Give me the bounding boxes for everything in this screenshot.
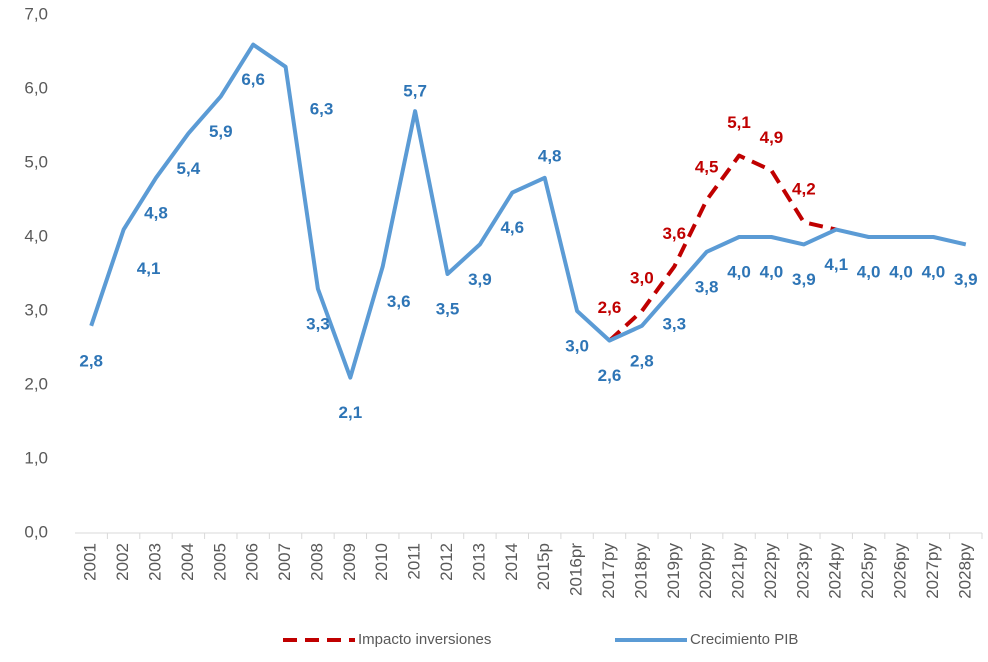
data-label: 3,0 xyxy=(565,336,589,355)
series-line xyxy=(608,153,837,343)
x-tick-label: 2026py xyxy=(891,543,910,599)
x-tick-label: 2002 xyxy=(113,543,132,581)
x-tick-label: 2007 xyxy=(275,543,294,581)
data-label: 4,1 xyxy=(137,259,161,278)
y-tick-label: 0,0 xyxy=(24,522,48,541)
y-tick-label: 6,0 xyxy=(24,78,48,97)
x-tick-label: 2024py xyxy=(826,543,845,599)
y-tick-label: 7,0 xyxy=(24,4,48,23)
x-tick-label: 2018py xyxy=(631,543,650,599)
x-tick-label: 2013 xyxy=(469,543,488,581)
legend-label: Impacto inversiones xyxy=(358,631,491,648)
data-label: 3,3 xyxy=(306,314,330,333)
data-label: 5,9 xyxy=(209,122,233,141)
x-tick-label: 2022py xyxy=(761,543,780,599)
data-label: 4,1 xyxy=(824,255,848,274)
data-label: 6,3 xyxy=(310,99,334,118)
x-tick-label: 2021py xyxy=(729,543,748,599)
data-label: 3,9 xyxy=(792,270,816,289)
x-tick-label: 2006 xyxy=(243,543,262,581)
data-label: 5,4 xyxy=(177,159,201,178)
x-tick-label: 2001 xyxy=(81,543,100,581)
x-tick-label: 2025py xyxy=(858,543,877,599)
x-tick-label: 2014 xyxy=(502,543,521,581)
data-label: 3,8 xyxy=(695,277,719,296)
data-label: 4,9 xyxy=(760,128,784,147)
y-tick-label: 2,0 xyxy=(24,374,48,393)
data-label: 4,2 xyxy=(792,180,816,199)
legend-label: Crecimiento PIB xyxy=(690,631,798,648)
y-tick-label: 1,0 xyxy=(24,448,48,467)
data-label: 2,6 xyxy=(598,366,622,385)
x-tick-label: 2009 xyxy=(340,543,359,581)
x-tick-label: 2003 xyxy=(145,543,164,581)
data-label: 2,8 xyxy=(630,351,654,370)
data-label: 5,7 xyxy=(403,82,427,101)
data-label: 4,0 xyxy=(727,262,751,281)
data-label: 4,8 xyxy=(538,146,562,165)
data-label: 3,6 xyxy=(387,292,411,311)
x-tick-label: 2028py xyxy=(955,543,974,599)
x-tick-label: 2011 xyxy=(405,543,424,580)
data-label: 4,8 xyxy=(144,203,168,222)
data-label: 4,0 xyxy=(922,262,946,281)
data-label: 4,0 xyxy=(760,262,784,281)
data-label: 3,0 xyxy=(630,268,654,287)
data-label: 3,5 xyxy=(436,299,460,318)
x-tick-label: 2004 xyxy=(178,543,197,581)
y-tick-label: 3,0 xyxy=(24,300,48,319)
x-tick-label: 2015p xyxy=(534,543,553,590)
data-label: 3,9 xyxy=(954,270,978,289)
x-tick-label: 2010 xyxy=(372,543,391,581)
data-label: 4,5 xyxy=(695,157,719,176)
x-tick-label: 2027py xyxy=(923,543,942,599)
x-tick-label: 2016pr xyxy=(567,543,586,596)
y-tick-label: 4,0 xyxy=(24,226,48,245)
data-label: 5,1 xyxy=(727,113,751,132)
x-tick-label: 2020py xyxy=(696,543,715,599)
data-label: 6,6 xyxy=(241,70,265,89)
data-label: 2,6 xyxy=(598,298,622,317)
series-line xyxy=(89,42,967,380)
data-label: 4,0 xyxy=(857,262,881,281)
x-tick-label: 2005 xyxy=(210,543,229,581)
data-label: 3,6 xyxy=(662,224,686,243)
data-label: 4,0 xyxy=(889,262,913,281)
data-label: 2,8 xyxy=(79,351,103,370)
data-label: 4,6 xyxy=(500,218,524,237)
data-label: 3,9 xyxy=(468,270,492,289)
data-label: 3,3 xyxy=(662,314,686,333)
x-tick-label: 2012 xyxy=(437,543,456,581)
data-label: 2,1 xyxy=(339,403,363,422)
y-tick-label: 5,0 xyxy=(24,152,48,171)
x-tick-label: 2017py xyxy=(599,543,618,599)
x-tick-label: 2023py xyxy=(793,543,812,599)
x-tick-label: 2008 xyxy=(307,543,326,581)
x-tick-label: 2019py xyxy=(664,543,683,599)
